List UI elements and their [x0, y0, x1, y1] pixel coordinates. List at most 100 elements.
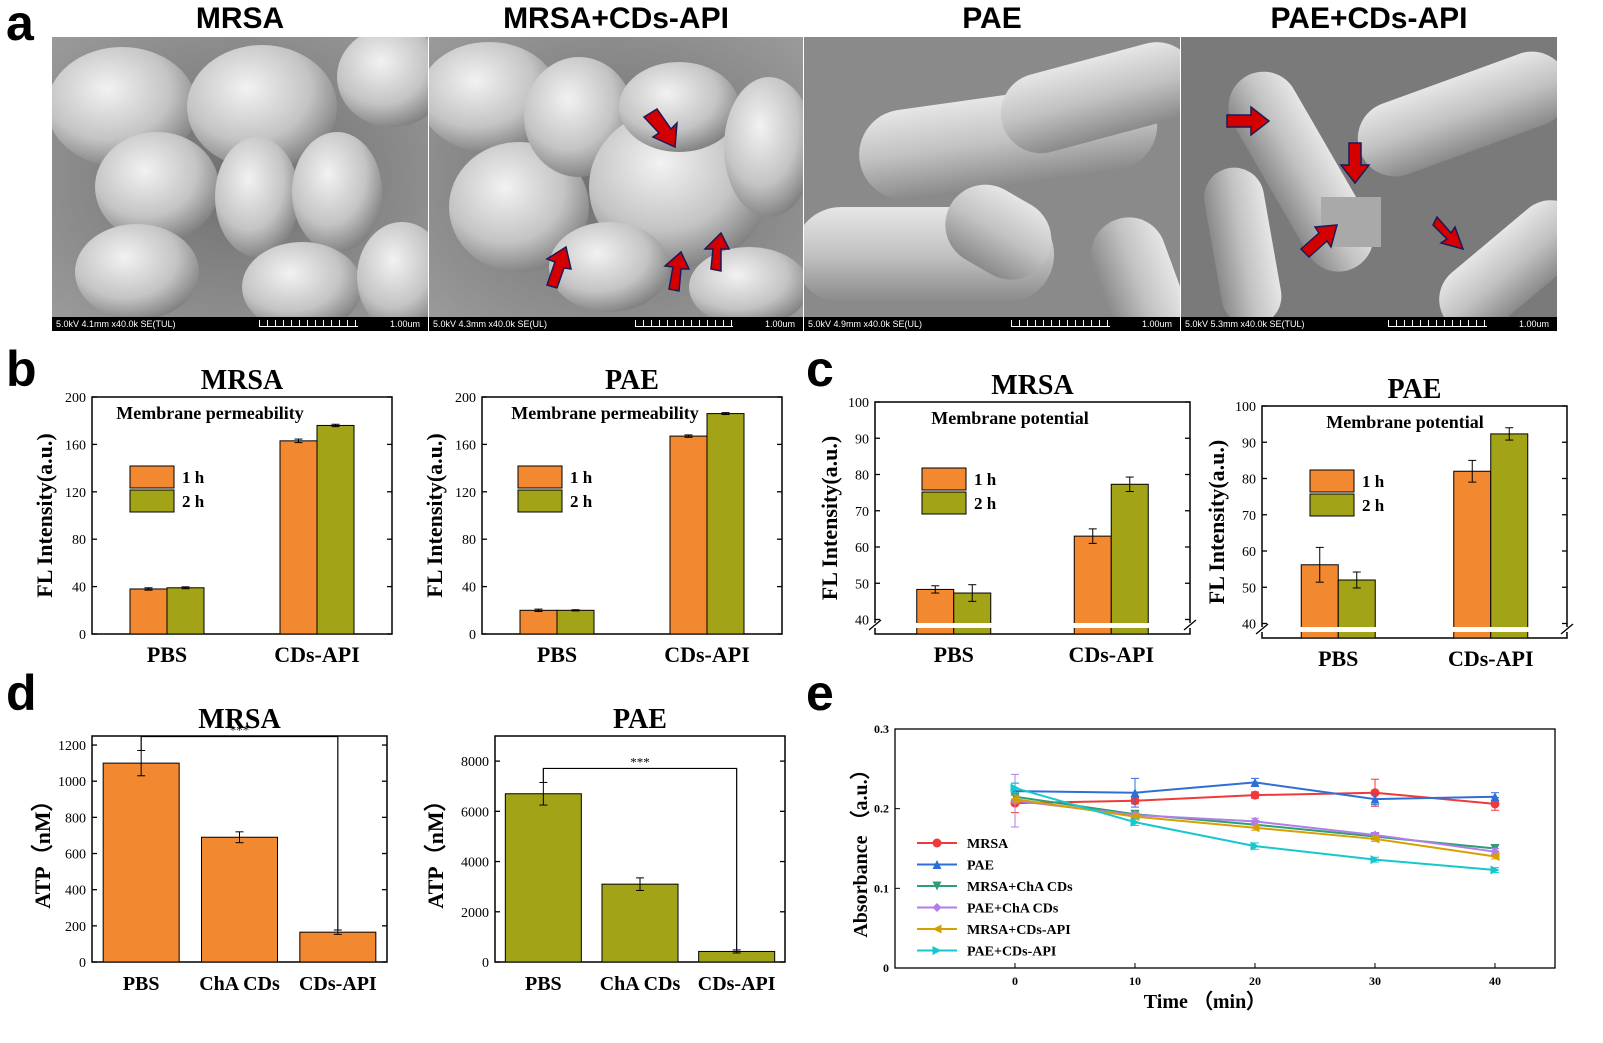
- bar: [669, 435, 708, 635]
- panel-label-d: d: [6, 665, 37, 721]
- legend-swatch: [1309, 469, 1355, 493]
- chart-e-absorbance: Absorbance （a.u.） Time （min） 0 0.1 0.2 0.3 0 10…: [849, 722, 1556, 1013]
- bar: [556, 609, 595, 635]
- legend-marker: [932, 903, 942, 912]
- x-tick-label: PBS: [147, 642, 187, 667]
- legend-label: 2 h: [570, 492, 593, 511]
- panel-label-a: a: [6, 0, 34, 51]
- sem-info: 5.0kV 5.3mm x40.0k SE(TUL): [1185, 319, 1305, 329]
- x-tick-label: CDs-API: [664, 642, 750, 667]
- panel-label-b: b: [6, 341, 37, 397]
- chart-title: MRSA: [201, 365, 284, 396]
- sem-info: 5.0kV 4.9mm x40.0k SE(UL): [808, 319, 923, 329]
- y-tick-label: 600: [65, 848, 86, 863]
- sem-micrograph: [429, 37, 803, 317]
- legend-swatch: [1309, 493, 1355, 517]
- y-tick-label: 120: [65, 486, 86, 501]
- y-tick-label: 70: [1242, 509, 1256, 524]
- y-tick-label: 0.2: [874, 802, 889, 816]
- chart-title: PAE: [605, 365, 659, 396]
- sem-micrograph: [804, 37, 1180, 317]
- sem-info-bar: 5.0kV 4.9mm x40.0k SE(UL) 1.00um: [804, 317, 1180, 331]
- legend-label: MRSA: [967, 837, 1009, 852]
- legend-label: PAE+ChA CDs: [967, 902, 1059, 917]
- chart-b-mrsa: MRSA FL Intensity(a.u.) 0 40 80 120 160 200 PBS C…: [32, 365, 393, 667]
- legend-marker: [932, 946, 942, 955]
- sem-title-pae-cds-api: PAE+CDs-API: [1270, 2, 1468, 35]
- sem-title-pae: PAE: [962, 2, 1022, 35]
- legend-swatch: [517, 489, 563, 513]
- x-tick-label: 20: [1249, 974, 1261, 988]
- legend-label: MRSA+ChA CDs: [967, 880, 1073, 895]
- y-tick-label: 0.3: [874, 722, 889, 736]
- y-tick-label: 160: [65, 438, 86, 453]
- legend-marker: [932, 881, 942, 891]
- data-point: [1370, 794, 1380, 804]
- y-tick-label: 80: [462, 533, 476, 548]
- data-point: [1010, 794, 1020, 804]
- data-point: [1130, 788, 1140, 798]
- x-tick-label: ChA CDs: [600, 973, 681, 995]
- data-point: [1250, 816, 1260, 826]
- bar: [1073, 535, 1112, 635]
- x-tick-label: PBS: [525, 973, 562, 995]
- legend-marker: [932, 838, 942, 848]
- y-tick-label: 80: [72, 533, 86, 548]
- legend-label: PAE: [967, 859, 994, 874]
- data-point: [1490, 865, 1500, 875]
- plot-frame: [481, 396, 783, 635]
- y-axis-label: FL Intensity(a.u.): [1204, 440, 1229, 604]
- bar: [706, 413, 745, 635]
- x-tick-label: 10: [1129, 974, 1141, 988]
- y-tick-label: 800: [65, 811, 86, 826]
- legend-label: MRSA+CDs-API: [967, 923, 1071, 938]
- y-tick-label: 6000: [461, 805, 489, 820]
- chart-d-pae: PAE ATP（nM） 0 2000 4000 6000 8000 PBS ChA CDs CDs…: [423, 704, 786, 995]
- data-point: [1250, 777, 1260, 787]
- sem-title-mrsa-cds-api: MRSA+CDs-API: [503, 2, 729, 35]
- y-axis-label: Absorbance （a.u.）: [849, 759, 872, 937]
- legend-marker: [932, 860, 942, 869]
- axis-break-gap: [871, 623, 1194, 628]
- panel-label-e: e: [806, 665, 834, 721]
- chart-title: MRSA: [991, 370, 1074, 401]
- significance-label: ***: [230, 722, 250, 737]
- legend-swatch: [129, 489, 175, 513]
- y-axis-label: ATP（nM）: [423, 789, 448, 908]
- x-tick-label: CDs-API: [274, 642, 360, 667]
- y-tick-label: 1000: [58, 775, 86, 790]
- y-tick-label: 50: [855, 577, 869, 592]
- axis-break-mark: [1560, 623, 1574, 635]
- x-tick-label: ChA CDs: [199, 973, 280, 995]
- y-tick-label: 120: [455, 486, 476, 501]
- y-tick-label: 40: [72, 581, 86, 596]
- x-tick-label: 0: [1012, 974, 1018, 988]
- significance-bracket: [542, 767, 738, 950]
- y-tick-label: 200: [65, 920, 86, 935]
- y-tick-label: 200: [455, 391, 476, 406]
- chart-annotation: Membrane potential: [1326, 412, 1483, 432]
- legend-swatch: [921, 491, 967, 515]
- y-axis-label: FL Intensity(a.u.): [422, 433, 447, 597]
- y-tick-label: 200: [65, 391, 86, 406]
- x-tick-label: 40: [1489, 974, 1501, 988]
- sem-title-mrsa: MRSA: [195, 2, 285, 35]
- sem-info: 5.0kV 4.1mm x40.0k SE(TUL): [56, 319, 176, 329]
- plot-frame: [874, 401, 1191, 635]
- sem-image-mrsa-cds-api: 5.0kV 4.3mm x40.0k SE(UL) 1.00um: [429, 37, 803, 331]
- x-axis-label: Time （min）: [1144, 990, 1266, 1013]
- bar: [504, 793, 582, 963]
- y-tick-label: 400: [65, 884, 86, 899]
- x-tick-label: PBS: [1318, 646, 1358, 671]
- sem-image-pae-cds-api: 5.0kV 5.3mm x40.0k SE(TUL) 1.00um: [1181, 37, 1557, 331]
- x-tick-label: PBS: [934, 642, 974, 667]
- legend-label: 1 h: [1362, 472, 1385, 491]
- sem-scale: 1.00um: [1141, 319, 1172, 329]
- legend-marker: [932, 924, 942, 934]
- sem-info-bar: 5.0kV 4.3mm x40.0k SE(UL) 1.00um: [429, 317, 803, 331]
- y-axis-label: FL Intensity(a.u.): [32, 433, 57, 597]
- y-tick-label: 8000: [461, 755, 489, 770]
- data-point: [1370, 788, 1380, 798]
- chart-d-mrsa: MRSA ATP（nM） 0 200 400 600 800 1000 1200 PBS ChA C…: [30, 704, 388, 995]
- chart-annotation: Membrane permeability: [116, 403, 303, 423]
